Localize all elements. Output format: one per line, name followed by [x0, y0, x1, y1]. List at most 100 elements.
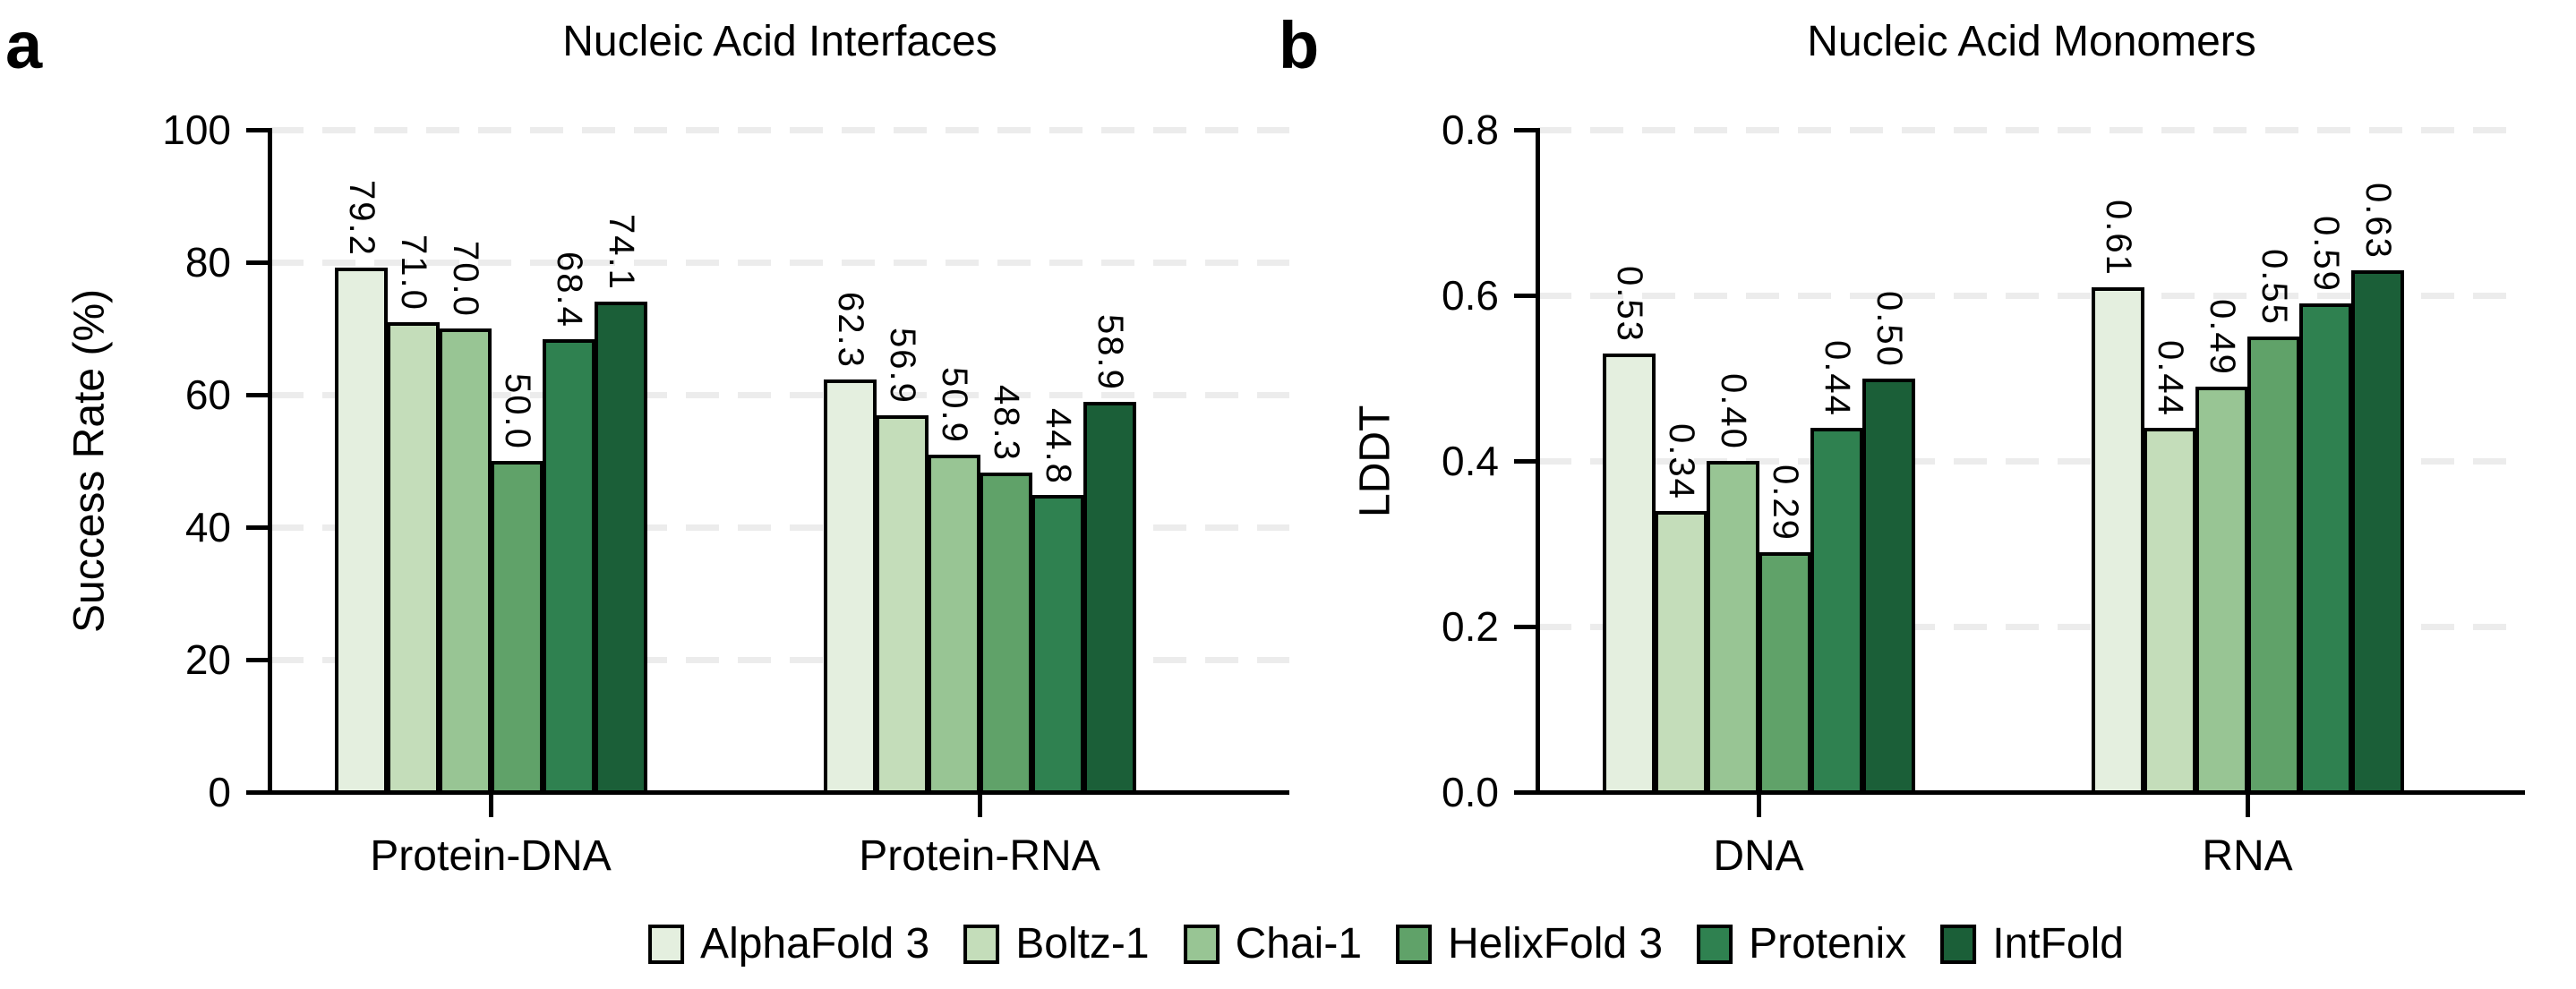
- bar-value-label: 0.63: [2358, 183, 2398, 260]
- legend-label: IntFold: [1992, 920, 2124, 968]
- bar: [335, 267, 388, 794]
- y-tick-label: 100: [162, 107, 231, 153]
- legend-item: IntFold: [1940, 920, 2124, 968]
- bar-value-label: 0.34: [1662, 422, 1701, 500]
- y-tick-label: 20: [184, 636, 231, 683]
- bar: [491, 461, 543, 794]
- y-tick-label: 80: [184, 239, 231, 286]
- x-category-label: Protein-RNA: [859, 832, 1100, 880]
- y-axis-label: LDDT: [1351, 405, 1399, 517]
- y-axis-line: [1536, 128, 1540, 794]
- x-axis-line: [1536, 790, 2525, 795]
- legend-label: Chai-1: [1235, 920, 1363, 968]
- bar-value-label: 71.0: [394, 234, 433, 311]
- bar-value-label: 0.44: [2151, 340, 2190, 417]
- bar: [1031, 495, 1084, 794]
- y-tick: [246, 790, 268, 795]
- bar: [1707, 461, 1759, 794]
- gridline: [270, 392, 1289, 398]
- bar-value-label: 0.61: [2099, 199, 2138, 277]
- gridline: [270, 260, 1289, 266]
- panel-letter: b: [1279, 8, 1320, 82]
- bar-value-label: 0.59: [2306, 216, 2346, 294]
- x-tick: [2246, 794, 2250, 817]
- bar-value-label: 0.44: [1818, 340, 1857, 417]
- panel-title: Nucleic Acid Interfaces: [562, 18, 997, 65]
- legend-swatch: [963, 925, 1000, 964]
- bar: [1603, 353, 1656, 794]
- x-tick: [1757, 794, 1761, 817]
- gridline: [270, 657, 1289, 663]
- y-tick-label: 0.0: [1442, 769, 1499, 815]
- legend-label: AlphaFold 3: [700, 920, 930, 968]
- bar: [1862, 378, 1915, 794]
- bar: [2092, 286, 2144, 794]
- y-tick-label: 40: [184, 504, 231, 550]
- bar: [2195, 386, 2248, 794]
- bar-value-label: 0.55: [2255, 249, 2294, 327]
- gridline: [270, 524, 1289, 531]
- bar: [543, 338, 595, 794]
- gridline: [1538, 624, 2525, 630]
- bar: [928, 455, 980, 794]
- x-tick: [489, 794, 493, 817]
- bar-value-label: 0.49: [2203, 298, 2242, 376]
- bar-value-label: 50.0: [498, 373, 537, 450]
- legend-item: Chai-1: [1183, 920, 1363, 968]
- bar: [824, 379, 877, 794]
- bar: [2351, 270, 2404, 794]
- bar-value-label: 56.9: [883, 328, 922, 405]
- gridline: [1538, 127, 2525, 133]
- legend-item: AlphaFold 3: [648, 920, 929, 968]
- y-tick-label: 0.8: [1442, 107, 1499, 153]
- bar: [387, 321, 440, 794]
- bar-value-label: 0.40: [1714, 373, 1753, 450]
- legend-swatch: [1396, 925, 1433, 964]
- bar: [2247, 337, 2300, 794]
- y-tick: [1514, 625, 1536, 629]
- bar: [595, 301, 647, 794]
- legend-swatch: [1183, 925, 1220, 964]
- bar: [1759, 551, 1811, 794]
- bar-value-label: 50.9: [935, 367, 974, 445]
- x-category-label: RNA: [2202, 832, 2293, 880]
- x-category-label: Protein-DNA: [370, 832, 612, 880]
- bar-value-label: 74.1: [602, 213, 641, 291]
- bar: [2144, 428, 2196, 794]
- legend-label: HelixFold 3: [1448, 920, 1664, 968]
- y-tick: [1514, 790, 1536, 795]
- x-tick: [978, 794, 982, 817]
- gridline: [270, 127, 1289, 133]
- y-axis-line: [268, 128, 272, 794]
- y-tick-label: 0.4: [1442, 438, 1499, 484]
- legend: AlphaFold 3 Boltz-1 Chai-1 HelixFold 3 Prote…: [648, 920, 2124, 968]
- y-tick: [1514, 128, 1536, 132]
- bar: [1810, 428, 1863, 794]
- legend-label: Protenix: [1749, 920, 1907, 968]
- legend-swatch: [1697, 925, 1733, 964]
- legend-item: Protenix: [1697, 920, 1906, 968]
- bar-value-label: 44.8: [1039, 407, 1078, 485]
- gridline: [1538, 458, 2525, 465]
- bar: [2299, 303, 2352, 794]
- y-tick-label: 60: [184, 371, 231, 418]
- panel-letter: a: [5, 8, 43, 82]
- y-tick-label: 0.6: [1442, 272, 1499, 319]
- legend-item: Boltz-1: [963, 920, 1150, 968]
- y-tick: [246, 128, 268, 132]
- bar-value-label: 48.3: [987, 384, 1026, 462]
- bar-value-label: 68.4: [550, 251, 589, 328]
- bar: [1655, 510, 1707, 794]
- legend-label: Boltz-1: [1015, 920, 1150, 968]
- y-tick: [246, 658, 268, 662]
- y-tick: [1514, 294, 1536, 298]
- bar-value-label: 62.3: [831, 292, 870, 369]
- bar: [876, 414, 929, 794]
- bar: [980, 472, 1032, 794]
- legend-swatch: [1940, 925, 1977, 964]
- y-tick-label: 0: [208, 769, 231, 815]
- y-axis-label: Success Rate (%): [65, 288, 114, 634]
- gridline: [1538, 293, 2525, 299]
- bar-value-label: 0.53: [1610, 265, 1649, 343]
